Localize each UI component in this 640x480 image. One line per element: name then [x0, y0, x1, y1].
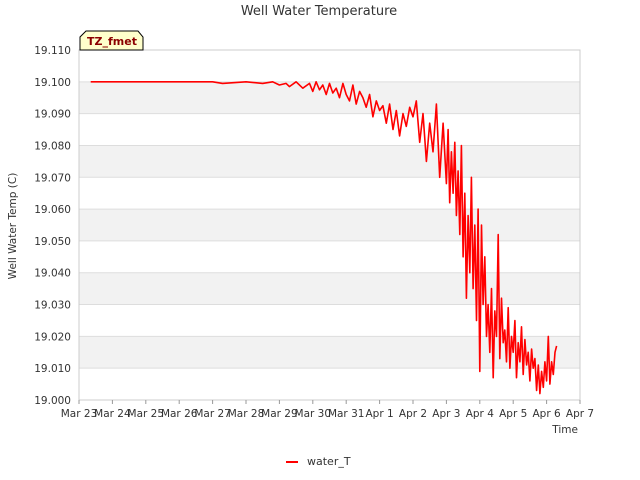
x-tick-label: Apr 3: [432, 408, 460, 420]
y-tick-label: 19.030: [34, 300, 71, 312]
x-tick-label: Mar 25: [128, 408, 165, 420]
series-line-water-t: [90, 81, 558, 395]
y-tick-label: 19.060: [34, 204, 71, 216]
x-tick-label: Apr 4: [466, 408, 495, 420]
x-tick-label: Mar 30: [295, 408, 332, 420]
y-tick-label: 19.040: [34, 268, 71, 280]
plot-background-bands: [79, 49, 580, 401]
y-tick-label: 19.090: [34, 109, 71, 121]
plot-band: [79, 81, 580, 114]
x-tick-label: Mar 26: [161, 408, 198, 420]
x-tick-label: Mar 27: [194, 408, 231, 420]
plot-band: [79, 145, 580, 178]
y-tick-label: 19.010: [34, 363, 71, 375]
x-tick-label: Mar 24: [94, 408, 131, 420]
x-tick-label: Apr 1: [366, 408, 394, 420]
y-tick-label: 19.050: [34, 236, 71, 248]
y-axis-label: Well Water Temp (C): [7, 173, 19, 280]
x-tick-label: Mar 23: [61, 408, 98, 420]
legend: water_T: [286, 455, 351, 468]
y-tick-label: 19.000: [34, 395, 71, 407]
y-axis-ticks: 19.000 19.010 19.020 19.030 19.040 19.050 19.0…: [34, 45, 71, 407]
y-tick-label: 19.070: [34, 172, 71, 184]
x-tick-label: Apr 7: [566, 408, 594, 420]
plot-band: [79, 336, 580, 369]
x-tick-label: Apr 6: [533, 408, 562, 420]
timezone-badge-box: [79, 30, 144, 51]
timezone-badge: TZ_fmet: [79, 30, 144, 51]
x-tick-label: Mar 28: [228, 408, 265, 420]
timezone-badge-label: TZ_fmet: [87, 35, 137, 48]
y-tick-label: 19.020: [34, 331, 71, 343]
x-axis-label: Time: [551, 424, 578, 436]
y-tick-label: 19.110: [34, 45, 71, 57]
plot-band: [79, 209, 580, 241]
legend-label-water-t: water_T: [307, 455, 351, 468]
y-tick-label: 19.080: [34, 140, 71, 152]
plot-band: [79, 272, 580, 305]
x-tick-label: Mar 31: [328, 408, 365, 420]
x-tick-label: Mar 29: [261, 408, 298, 420]
chart-title: Well Water Temperature: [241, 4, 397, 19]
x-tick-label: Apr 2: [399, 408, 427, 420]
x-tick-label: Apr 5: [499, 408, 527, 420]
plot-frame: [78, 49, 581, 401]
y-tick-label: 19.100: [34, 77, 71, 89]
